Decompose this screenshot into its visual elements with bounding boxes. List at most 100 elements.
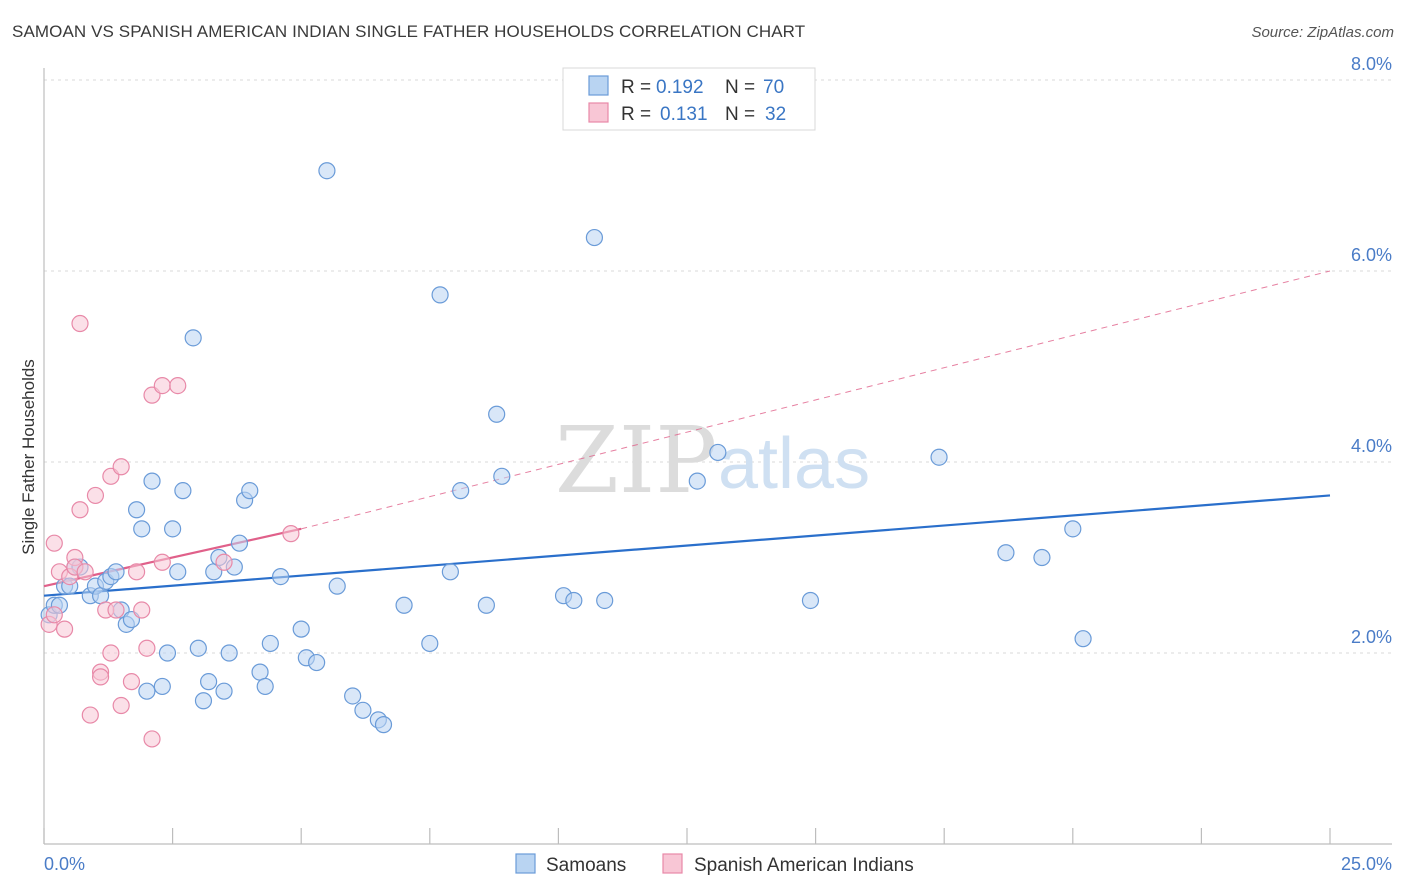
- spanish-point: [107, 601, 125, 619]
- samoan-point: [256, 677, 274, 696]
- legend-r-label-samoans: R =: [621, 77, 651, 98]
- samoan-point: [688, 472, 706, 490]
- spanish-point: [153, 553, 171, 571]
- samoan-point: [308, 653, 326, 672]
- samoan-point: [488, 405, 506, 423]
- samoan-point: [261, 634, 279, 653]
- samoan-point: [184, 329, 202, 347]
- legend-n-label-spanish: N =: [725, 104, 755, 125]
- x-tick-min: 0.0%: [44, 854, 85, 874]
- samoan-point: [272, 567, 290, 586]
- spanish-point: [81, 706, 99, 724]
- samoan-point: [709, 443, 727, 462]
- spanish-point: [45, 534, 63, 552]
- spanish-point: [71, 501, 89, 519]
- spanish-point: [215, 553, 233, 571]
- legend-swatch-spanish: [588, 102, 609, 123]
- spanish-point: [112, 696, 130, 715]
- samoan-point: [194, 692, 213, 710]
- samoan-point: [328, 577, 346, 595]
- spanish-point: [45, 606, 63, 624]
- samoan-point: [169, 563, 187, 581]
- samoan-point: [452, 482, 470, 500]
- samoan-point: [1064, 520, 1082, 538]
- watermark: ZIP atlas: [555, 407, 870, 514]
- spanish-point: [76, 563, 94, 581]
- samoan-point: [189, 639, 207, 657]
- samoan-point: [1074, 630, 1092, 648]
- samoan-point: [292, 620, 310, 638]
- samoan-point: [251, 663, 269, 681]
- samoan-point: [354, 701, 372, 719]
- bottom-legend-swatch-spanish: [662, 853, 683, 874]
- samoan-point: [127, 501, 146, 519]
- samoan-trend-line: [43, 494, 1331, 597]
- y-tick-label: 4.0%: [1351, 436, 1392, 456]
- samoan-point: [215, 682, 233, 700]
- samoan-point: [431, 286, 449, 304]
- source-label: Source: ZipAtlas.com: [1251, 24, 1394, 41]
- grid-lines: [44, 79, 1392, 654]
- bottom-legend-label-spanish: Spanish American Indians: [694, 855, 914, 876]
- spanish-point: [153, 377, 171, 395]
- samoan-point: [477, 596, 495, 614]
- spanish-trend-extension: [301, 270, 1331, 530]
- legend-n-label-samoans: N =: [725, 77, 755, 98]
- legend-swatch-samoans: [588, 75, 609, 96]
- samoan-point: [565, 591, 583, 610]
- y-tick-label: 8.0%: [1351, 54, 1392, 74]
- samoan-point: [344, 687, 362, 705]
- spanish-point: [133, 601, 151, 619]
- legend-n-value-spanish: 32: [765, 104, 786, 125]
- spanish-point: [122, 673, 141, 691]
- spanish-point: [143, 730, 161, 748]
- spanish-point: [55, 620, 74, 638]
- spanish-point: [169, 377, 187, 395]
- samoan-point: [585, 228, 604, 247]
- legend-r-label-spanish: R =: [621, 104, 651, 125]
- bottom-legend-label-samoans: Samoans: [546, 855, 626, 876]
- samoan-point: [421, 634, 439, 653]
- samoan-point: [153, 677, 171, 696]
- samoan-point: [220, 644, 238, 662]
- samoan-point: [91, 587, 110, 605]
- spanish-point: [127, 563, 146, 581]
- y-tick-label: 2.0%: [1351, 627, 1392, 647]
- samoan-point: [596, 591, 614, 610]
- watermark-zip: ZIP: [555, 407, 717, 514]
- stats-legend: R = 0.192 N = 70 R = 0.131 N = 32: [562, 67, 816, 131]
- series-legend: Samoans Spanish American Indians: [515, 853, 914, 876]
- samoan-point: [318, 162, 336, 180]
- spanish-point: [91, 668, 110, 686]
- samoan-point: [930, 448, 948, 466]
- samoan-point: [441, 563, 459, 581]
- samoan-point: [133, 520, 151, 538]
- spanish-point: [138, 639, 156, 657]
- scatter-points: [40, 162, 1092, 748]
- samoan-point: [138, 682, 156, 700]
- spanish-point: [102, 644, 120, 662]
- samoan-point: [107, 563, 125, 581]
- samoan-point: [1033, 548, 1051, 567]
- samoan-point: [158, 644, 177, 662]
- chart-title: SAMOAN VS SPANISH AMERICAN INDIAN SINGLE…: [12, 22, 806, 41]
- spanish-point: [86, 486, 105, 505]
- samoan-point: [174, 482, 192, 500]
- samoan-point: [164, 520, 182, 538]
- legend-r-value-samoans: 0.192: [656, 77, 704, 98]
- legend-n-value-samoans: 70: [763, 77, 784, 98]
- samoan-point: [143, 472, 161, 490]
- spanish-point: [112, 458, 130, 476]
- y-axis-label: Single Father Households: [19, 359, 38, 555]
- bottom-legend-swatch-samoans: [515, 853, 536, 874]
- y-tick-label: 6.0%: [1351, 245, 1392, 265]
- spanish-point: [282, 525, 300, 543]
- samoan-point: [230, 534, 249, 552]
- samoan-point: [801, 591, 820, 610]
- samoan-point: [997, 544, 1015, 562]
- samoan-point: [395, 596, 413, 614]
- samoan-point: [241, 482, 259, 500]
- axes: 2.0% 4.0% 6.0% 8.0%: [43, 54, 1392, 845]
- legend-r-value-spanish: 0.131: [660, 104, 708, 125]
